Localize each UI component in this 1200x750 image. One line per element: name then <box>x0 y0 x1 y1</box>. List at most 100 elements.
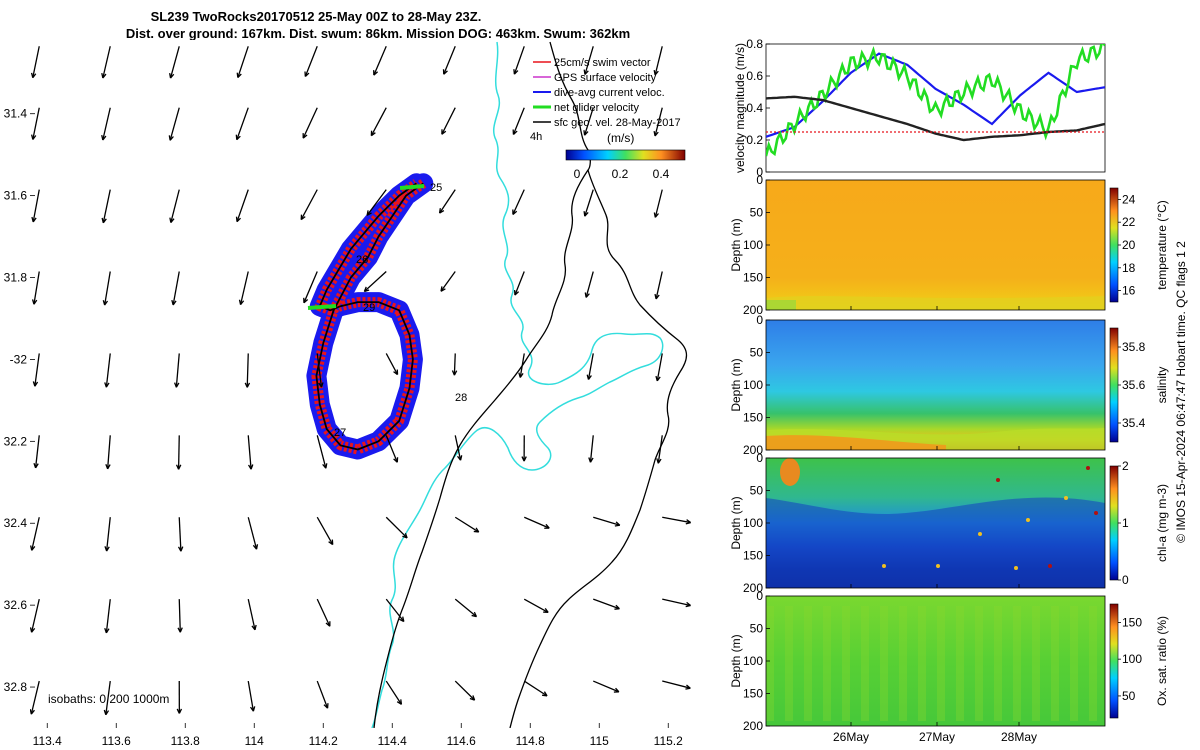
colorbar-tick-label: 18 <box>1122 261 1136 275</box>
velocity-vector <box>316 680 329 709</box>
velocity-vector-head <box>442 69 448 75</box>
velocity-vector <box>169 107 180 141</box>
velocity-vector-head <box>318 382 324 388</box>
velocity-vector-head <box>236 72 242 79</box>
velocity-vector-head <box>654 293 660 300</box>
chl-sample-point <box>936 564 940 568</box>
velocity-vector <box>513 46 525 75</box>
velocity-vector <box>453 353 456 376</box>
section-temperature: 0 50 100 150 200 Depth (m) 16 18 20 22 24 temperatu… <box>729 173 1169 317</box>
velocity-vector <box>657 435 663 464</box>
velocity-vector <box>178 599 181 633</box>
ox-stripe <box>880 606 888 721</box>
section-ylabel: Depth (m) <box>729 358 743 411</box>
velocity-vector-head <box>586 374 592 380</box>
velocity-vector <box>34 435 40 468</box>
velocity-vector-head <box>101 134 107 141</box>
velocity-series <box>766 44 1105 157</box>
velocity-vector-head <box>30 709 35 715</box>
coastline-0m <box>371 41 664 728</box>
section-ytick-label: 100 <box>743 516 763 530</box>
colorbar-tick-label: 35.8 <box>1122 340 1146 354</box>
map-ytick-label: 32.8 <box>4 680 28 694</box>
velocity-vector-head <box>518 372 524 378</box>
velocity-vector-head <box>31 216 37 223</box>
velocity-vector <box>385 353 399 375</box>
velocity-vector <box>105 599 111 633</box>
section-colorbar <box>1109 465 1119 581</box>
velocity-vector-head <box>244 382 251 388</box>
velocity-vector <box>655 271 663 300</box>
velocity-vector-head <box>169 72 175 79</box>
velocity-vector <box>316 435 327 469</box>
velocity-vector <box>656 353 663 382</box>
velocity-vector <box>304 46 318 77</box>
chl-sample-point <box>1014 566 1018 570</box>
velocity-vector <box>589 435 594 463</box>
velocity-vector-head <box>370 130 376 137</box>
footer-text: © IMOS 15-Apr-2024 06:47:47 Hobart time.… <box>1174 241 1188 543</box>
velocity-vector <box>654 189 663 218</box>
velocity-vector-head <box>512 209 518 215</box>
map-y-axis: 31.4 31.6 31.8 -32 32.2 32.4 32.6 32.8 <box>4 107 35 694</box>
velocity-vector-head <box>614 604 620 610</box>
section-ytick-label: 150 <box>743 549 763 563</box>
section-ytick-label: 0 <box>756 173 763 187</box>
velocity-ytick-label: 0.2 <box>746 133 763 147</box>
velocity-vector <box>105 353 111 388</box>
velocity-vector-head <box>175 464 182 470</box>
map-x-axis: 113.4 113.6 113.8 114 114.2 114.4 114.6 114.8 11… <box>33 723 683 748</box>
colorbar-tick-label: 35.4 <box>1122 416 1146 430</box>
velocity-vector <box>366 189 387 216</box>
velocity-series-dive-avg-current <box>766 52 1105 138</box>
velocity-vector <box>31 517 40 551</box>
velocity-vector <box>102 46 111 79</box>
map-ytick-label: 31.4 <box>4 107 28 121</box>
legend-4h-label: 4h <box>530 131 542 143</box>
colorbar-label: salinity <box>1155 367 1169 404</box>
velocity-vector <box>237 46 249 78</box>
ox-stripe <box>975 606 983 721</box>
ox-stripe <box>861 606 869 721</box>
map-xtick-label: 113.4 <box>33 734 62 748</box>
velocity-y-axis: 0 0.2 0.4 0.6 0.8 <box>746 37 770 179</box>
velocity-vector-head <box>614 521 621 527</box>
velocity-vector-head <box>101 217 107 224</box>
velocity-vector-head <box>544 523 550 529</box>
chl-low-region <box>766 497 1105 588</box>
map-xtick-label: 115 <box>590 734 609 748</box>
temp-cold-patch <box>766 300 796 310</box>
map-ytick-label: 31.6 <box>4 189 28 203</box>
velocity-vector-head <box>102 300 109 306</box>
velocity-vector-head <box>173 382 180 388</box>
legend-net-label: net glider velocity <box>554 102 639 114</box>
net-velocity-arrow-2 <box>399 184 425 190</box>
xtick-27may: 27May <box>919 730 955 744</box>
section-field <box>766 320 1105 450</box>
velocity-vector-head <box>238 299 245 306</box>
velocity-vector <box>512 107 525 135</box>
velocity-vector-head <box>438 208 445 214</box>
velocity-vector-head <box>363 286 370 293</box>
velocity-vector <box>662 516 691 524</box>
velocity-vector <box>247 517 258 550</box>
velocity-vector-head <box>541 691 548 697</box>
velocity-vector-head <box>248 464 254 470</box>
velocity-vector-head <box>469 695 476 701</box>
velocity-vector-head <box>653 69 659 76</box>
velocity-vector <box>523 598 549 613</box>
ox-stripe <box>918 606 926 721</box>
velocity-vector <box>177 435 180 470</box>
velocity-vector-head <box>440 286 446 292</box>
colorbar-tick-label: 2 <box>1122 459 1129 473</box>
velocity-vector <box>316 516 334 545</box>
colorbar-label: chl-a (mg m-3) <box>1155 484 1169 562</box>
velocity-vector-head <box>685 684 691 690</box>
velocity-vector-head <box>104 627 110 634</box>
section-ytick-label: 150 <box>743 687 763 701</box>
section-ytick-label: 150 <box>743 271 763 285</box>
velocity-vector <box>512 189 525 215</box>
velocity-vector-head <box>366 210 372 216</box>
map-ytick-label: 32.6 <box>4 598 28 612</box>
velocity-vector-head <box>393 369 399 376</box>
